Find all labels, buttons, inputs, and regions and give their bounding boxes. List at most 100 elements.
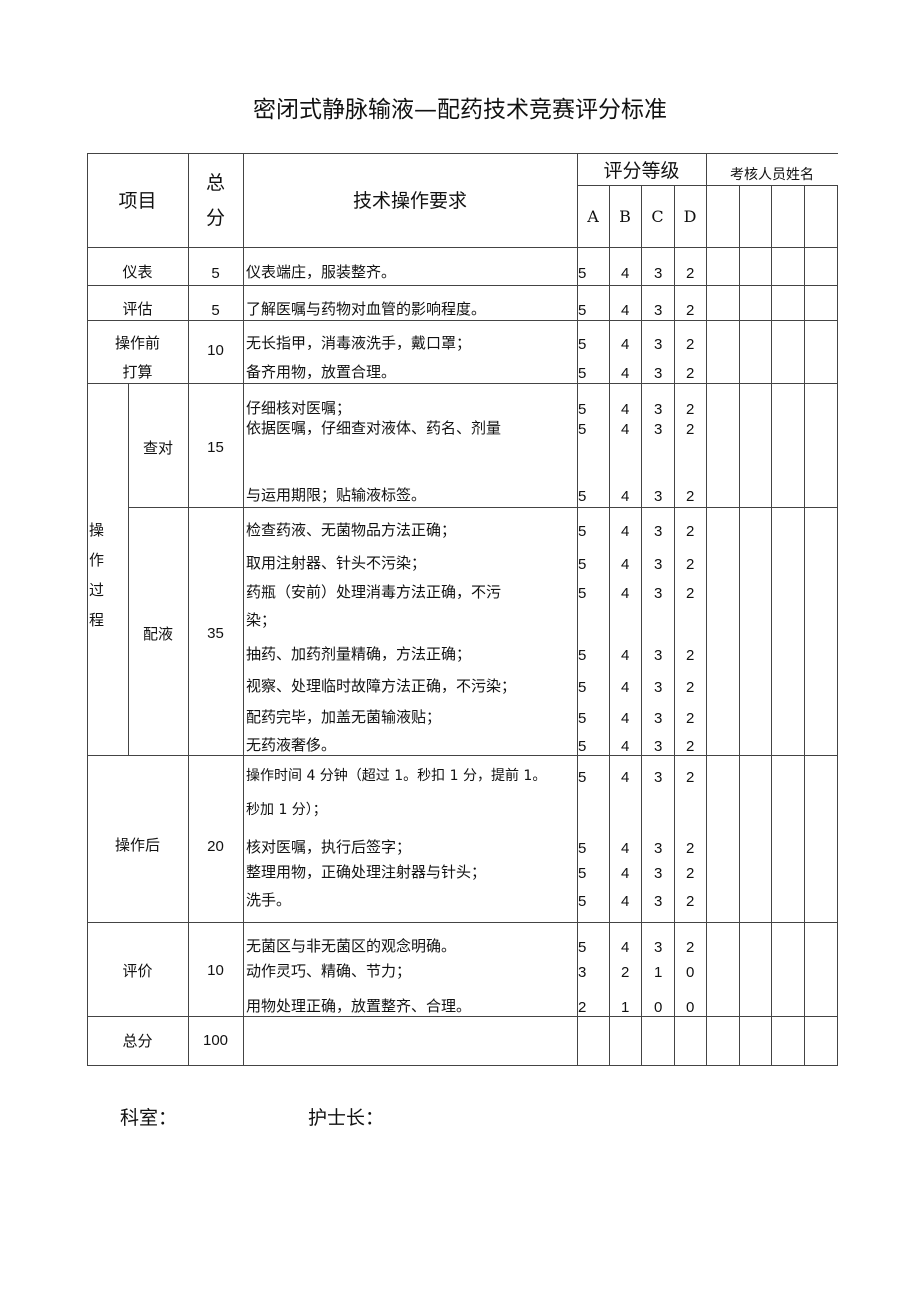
grade-score: 5 (578, 710, 587, 727)
column-divider (243, 153, 244, 1065)
grade-label: B (619, 207, 631, 226)
grade-score: 5 (578, 647, 587, 664)
grade-score: 3 (654, 265, 663, 282)
grade-score: 5 (578, 840, 587, 857)
grade-score: 4 (621, 710, 630, 727)
requirement-text: 秒加 1 分）； (246, 802, 327, 818)
grade-score: 2 (686, 769, 695, 786)
row-divider (128, 507, 838, 508)
column-divider (609, 185, 610, 1065)
grade-score: 2 (621, 964, 630, 981)
grade-score: 2 (686, 585, 695, 602)
grade-score: 5 (578, 769, 587, 786)
row-divider (87, 320, 838, 321)
grade-score: 0 (654, 999, 663, 1016)
grade-score: 4 (621, 401, 630, 418)
grade-score: 3 (654, 679, 663, 696)
requirement-text: 无长指甲，消毒液洗手，戴口罩； (246, 334, 472, 352)
header-requirements: 技术操作要求 (352, 190, 467, 212)
requirement-text: 操作时间 4 分钟（超过 1。秒扣 1 分，提前 1。 (246, 768, 547, 784)
grade-score: 2 (686, 556, 695, 573)
grade-score: 0 (686, 964, 695, 981)
grade-score: 3 (654, 488, 663, 505)
column-divider (837, 185, 838, 1065)
grade-score: 3 (654, 365, 663, 382)
row-divider (87, 1065, 838, 1066)
requirement-text: 配药完毕，加盖无菌输液贴； (246, 708, 442, 726)
grade-score: 3 (654, 336, 663, 353)
item-total-score: 10 (207, 962, 224, 979)
row-divider (87, 755, 838, 756)
grade-score: 5 (578, 556, 587, 573)
grade-score: 5 (578, 421, 587, 438)
grade-score: 4 (621, 421, 630, 438)
grade-score: 2 (686, 840, 695, 857)
row-divider (87, 1016, 838, 1017)
requirement-text: 仪表端庄，服装整齐。 (246, 263, 397, 281)
grade-score: 3 (654, 738, 663, 755)
grade-score: 1 (621, 999, 630, 1016)
grade-score: 4 (621, 769, 630, 786)
item-label: 操作后 (114, 836, 160, 854)
grade-label: D (683, 207, 697, 226)
page-title: 密闭式静脉输液—配药技术竞赛评分标准 (253, 97, 667, 123)
grade-score: 3 (654, 421, 663, 438)
grade-score: 4 (621, 336, 630, 353)
item-label: 配液 (142, 625, 173, 643)
grade-score: 3 (654, 939, 663, 956)
grade-score: 4 (621, 488, 630, 505)
grade-score: 3 (654, 523, 663, 540)
grade-score: 4 (621, 585, 630, 602)
item-label: 查对 (142, 439, 173, 457)
grade-score: 2 (686, 865, 695, 882)
item-label: 评价 (122, 962, 153, 980)
requirement-text: 取用注射器、针头不污染； (246, 554, 427, 572)
grade-score: 2 (686, 365, 695, 382)
grade-score: 3 (654, 769, 663, 786)
item-total-score: 5 (211, 302, 220, 319)
column-divider (771, 185, 772, 1065)
requirement-text: 洗手。 (246, 891, 292, 909)
grade-label: C (651, 207, 664, 226)
grade-score: 2 (686, 679, 695, 696)
grade-score: 2 (686, 647, 695, 664)
requirement-text: 与运用期限；贴输液标签。 (246, 486, 427, 504)
row-divider (87, 922, 838, 923)
column-divider (128, 383, 129, 755)
grade-score: 3 (654, 710, 663, 727)
column-divider (706, 153, 707, 1065)
column-divider (804, 185, 805, 1065)
requirement-text: 无药液奢侈。 (246, 736, 337, 754)
column-divider (188, 153, 189, 1065)
grade-score: 2 (686, 401, 695, 418)
grade-label: A (587, 207, 599, 226)
grade-score: 5 (578, 336, 587, 353)
row-divider (87, 153, 838, 154)
grade-score: 3 (654, 556, 663, 573)
row-divider (87, 383, 838, 384)
grade-score: 4 (621, 647, 630, 664)
item-label: 仪表 (122, 263, 153, 281)
grade-score: 4 (621, 738, 630, 755)
grade-score: 3 (654, 401, 663, 418)
grade-score: 4 (621, 302, 630, 319)
grade-score: 2 (686, 336, 695, 353)
grade-score: 5 (578, 865, 587, 882)
grade-score: 4 (621, 840, 630, 857)
column-divider (87, 153, 88, 1065)
grade-score: 2 (686, 893, 695, 910)
header-divider (577, 185, 838, 186)
grade-score: 3 (654, 585, 663, 602)
group-label-operation-process: 操作过程 (89, 521, 105, 629)
column-divider (674, 185, 675, 1065)
item-total-score: 20 (207, 838, 224, 855)
grade-score: 4 (621, 939, 630, 956)
grade-score: 5 (578, 679, 587, 696)
grade-score: 4 (621, 865, 630, 882)
item-total-score: 100 (202, 1032, 229, 1049)
grade-score: 4 (621, 679, 630, 696)
grade-score: 4 (621, 265, 630, 282)
requirement-text: 动作灵巧、精确、节力； (246, 962, 412, 980)
header-examiner: 考核人员姓名 (730, 167, 814, 183)
